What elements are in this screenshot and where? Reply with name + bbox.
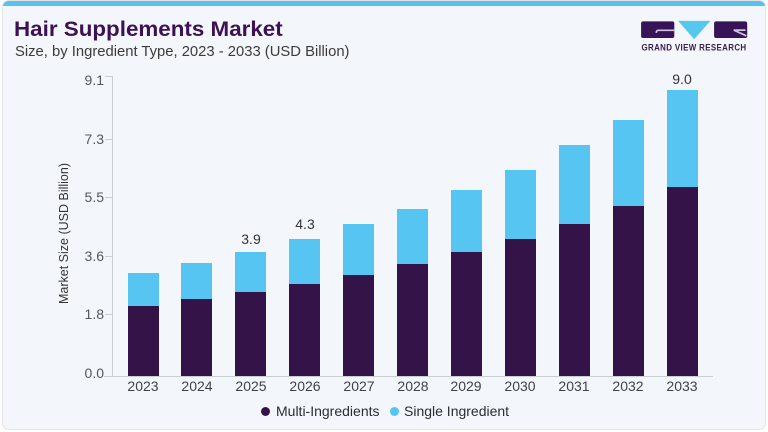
svg-text:GRAND VIEW RESEARCH: GRAND VIEW RESEARCH: [642, 43, 747, 53]
